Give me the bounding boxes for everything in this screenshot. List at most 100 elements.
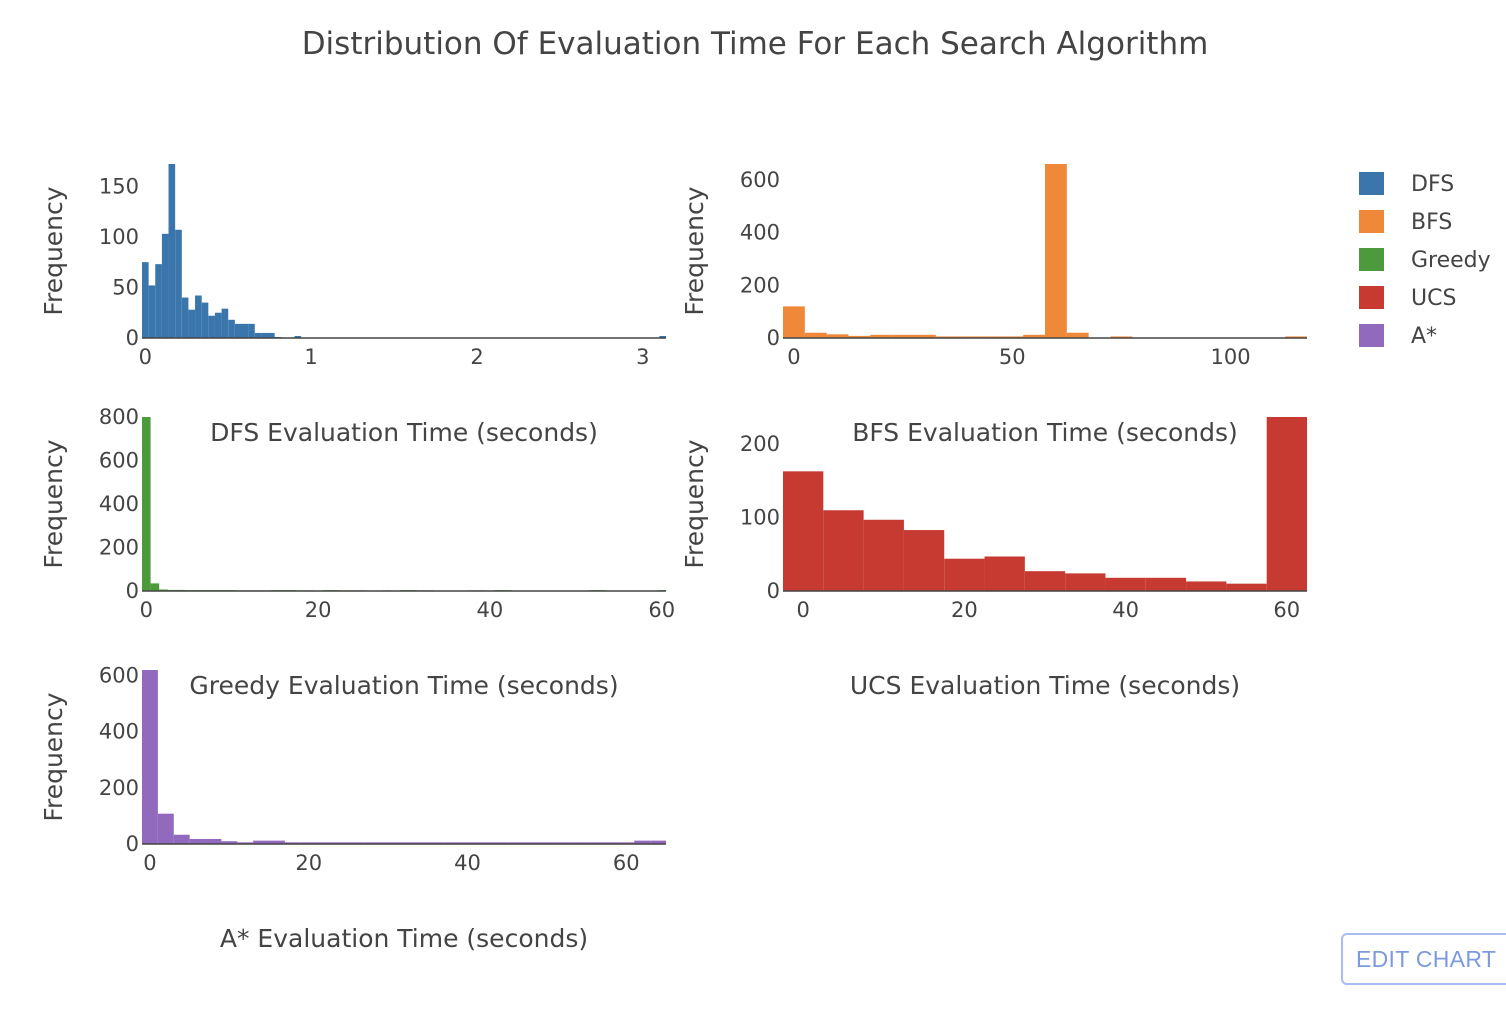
bar-astar-26 bbox=[554, 842, 571, 844]
y-tick-label-astar-0: 0 bbox=[126, 832, 139, 856]
y-tick-label-ucs-0: 0 bbox=[767, 579, 780, 603]
y-tick-label-dfs-1: 50 bbox=[112, 275, 139, 299]
bar-ucs-11 bbox=[1226, 583, 1267, 591]
y-tick-label-bfs-2: 400 bbox=[740, 221, 780, 245]
bar-bfs-9 bbox=[979, 336, 1002, 338]
bar-astar-21 bbox=[475, 842, 492, 844]
bar-greedy-0 bbox=[142, 417, 151, 591]
bar-astar-13 bbox=[348, 842, 365, 844]
bar-dfs-19 bbox=[268, 332, 275, 338]
legend-item-greedy[interactable]: Greedy bbox=[1359, 248, 1491, 273]
bar-bfs-8 bbox=[957, 336, 980, 338]
legend-swatch-dfs bbox=[1359, 172, 1384, 195]
bar-ucs-5 bbox=[984, 556, 1025, 591]
legend-label-dfs: DFS bbox=[1411, 172, 1454, 197]
x-tick-label-greedy-1: 20 bbox=[305, 598, 332, 622]
bar-astar-8 bbox=[269, 840, 285, 844]
panel-dfs: 0 1 2 3 0 50 100 150 Frequency DFS Evaluation Tim… bbox=[39, 164, 666, 447]
bar-astar-1 bbox=[157, 813, 174, 844]
y-axis-title-dfs: Frequency bbox=[39, 186, 68, 315]
legend-item-dfs[interactable]: DFS bbox=[1359, 172, 1454, 197]
x-tick-label-astar-3: 60 bbox=[613, 851, 640, 875]
legend-label-bfs: BFS bbox=[1411, 210, 1452, 235]
bar-bfs-12 bbox=[1045, 164, 1067, 338]
bar-dfs-14 bbox=[234, 323, 242, 338]
bar-astar-24 bbox=[523, 842, 539, 844]
x-tick-label-dfs-2: 2 bbox=[470, 345, 483, 369]
y-axis-title-ucs: Frequency bbox=[680, 439, 709, 568]
bar-astar-28 bbox=[586, 842, 603, 844]
legend-swatch-bfs bbox=[1359, 210, 1384, 233]
x-axis-title-bfs: BFS Evaluation Time (seconds) bbox=[852, 418, 1238, 447]
legend-swatch-greedy bbox=[1359, 248, 1384, 271]
x-tick-label-bfs-1: 50 bbox=[999, 345, 1026, 369]
legend-item-bfs[interactable]: BFS bbox=[1359, 210, 1452, 235]
bar-bfs-1 bbox=[804, 332, 827, 338]
bar-astar-32 bbox=[650, 840, 666, 844]
legend-item-ucs[interactable]: UCS bbox=[1359, 286, 1456, 311]
bar-bfs-10 bbox=[1001, 336, 1024, 338]
bar-ucs-0 bbox=[783, 471, 824, 591]
x-tick-label-ucs-1: 20 bbox=[951, 598, 978, 622]
bar-bfs-13 bbox=[1066, 332, 1089, 338]
bar-dfs-18 bbox=[261, 332, 269, 338]
y-tick-label-greedy-0: 0 bbox=[126, 579, 139, 603]
legend-swatch-ucs bbox=[1359, 286, 1384, 309]
bar-astar-2 bbox=[173, 834, 190, 844]
legend-label-astar: A* bbox=[1411, 324, 1437, 349]
bar-greedy-1 bbox=[150, 583, 160, 591]
x-tick-label-greedy-3: 60 bbox=[648, 598, 675, 622]
y-tick-label-ucs-1: 100 bbox=[740, 506, 780, 530]
x-tick-label-greedy-2: 40 bbox=[477, 598, 504, 622]
bar-astar-31 bbox=[634, 840, 651, 844]
bar-dfs-3 bbox=[161, 233, 169, 338]
bar-dfs-12 bbox=[221, 308, 229, 338]
panel-bfs: 0 50 100 0 200 400 600 Frequency BFS Evaluation … bbox=[680, 164, 1307, 447]
x-axis-title-dfs: DFS Evaluation Time (seconds) bbox=[210, 418, 598, 447]
x-tick-label-ucs-3: 60 bbox=[1273, 598, 1300, 622]
y-tick-label-dfs-3: 150 bbox=[99, 174, 139, 198]
bar-bfs-7 bbox=[935, 336, 958, 338]
panel-ucs: 0 20 40 60 0 100 200 Frequency UCS Evaluation Ti… bbox=[680, 417, 1307, 700]
bar-dfs-7 bbox=[188, 309, 196, 338]
bar-astar-25 bbox=[538, 842, 555, 844]
bar-ucs-4 bbox=[944, 558, 985, 591]
bar-astar-16 bbox=[396, 842, 412, 844]
y-tick-label-greedy-1: 200 bbox=[99, 536, 139, 560]
bar-bfs-11 bbox=[1023, 334, 1045, 338]
bar-astar-14 bbox=[364, 842, 381, 844]
x-axis-title-astar: A* Evaluation Time (seconds) bbox=[220, 924, 588, 953]
bar-astar-17 bbox=[411, 842, 428, 844]
bar-bfs-0 bbox=[783, 306, 805, 338]
bar-astar-0 bbox=[142, 670, 158, 844]
bar-dfs-0 bbox=[142, 262, 149, 338]
x-tick-label-bfs-2: 100 bbox=[1211, 345, 1251, 369]
bar-bfs-3 bbox=[848, 335, 871, 338]
y-axis-title-greedy: Frequency bbox=[39, 439, 68, 568]
y-axis-title-astar: Frequency bbox=[39, 692, 68, 821]
y-tick-label-greedy-3: 600 bbox=[99, 449, 139, 473]
bar-astar-22 bbox=[491, 842, 508, 844]
y-tick-label-astar-1: 200 bbox=[99, 776, 139, 800]
bar-greedy-2 bbox=[159, 589, 168, 591]
bar-astar-27 bbox=[570, 842, 587, 844]
x-axis-title-greedy: Greedy Evaluation Time (seconds) bbox=[189, 671, 618, 700]
bar-dfs-16 bbox=[248, 323, 255, 338]
bar-ucs-9 bbox=[1145, 577, 1187, 591]
bar-dfs-5 bbox=[175, 229, 182, 338]
y-tick-label-dfs-2: 100 bbox=[99, 225, 139, 249]
chart-title: Distribution Of Evaluation Time For Each… bbox=[302, 26, 1209, 62]
bar-dfs-78 bbox=[659, 335, 666, 338]
bar-astar-3 bbox=[189, 838, 206, 844]
subplot-grid: 0 1 2 3 0 50 100 150 Frequency DFS Evaluation Tim… bbox=[39, 164, 1307, 953]
bar-ucs-6 bbox=[1024, 571, 1066, 591]
y-tick-label-ucs-2: 200 bbox=[740, 432, 780, 456]
bar-astar-12 bbox=[332, 842, 349, 844]
bar-dfs-13 bbox=[228, 319, 235, 338]
edit-chart-button[interactable]: EDIT CHART bbox=[1341, 933, 1506, 985]
bar-astar-5 bbox=[221, 841, 238, 844]
legend-item-astar[interactable]: A* bbox=[1359, 324, 1437, 349]
bar-ucs-3 bbox=[903, 530, 945, 591]
y-tick-label-greedy-2: 400 bbox=[99, 492, 139, 516]
